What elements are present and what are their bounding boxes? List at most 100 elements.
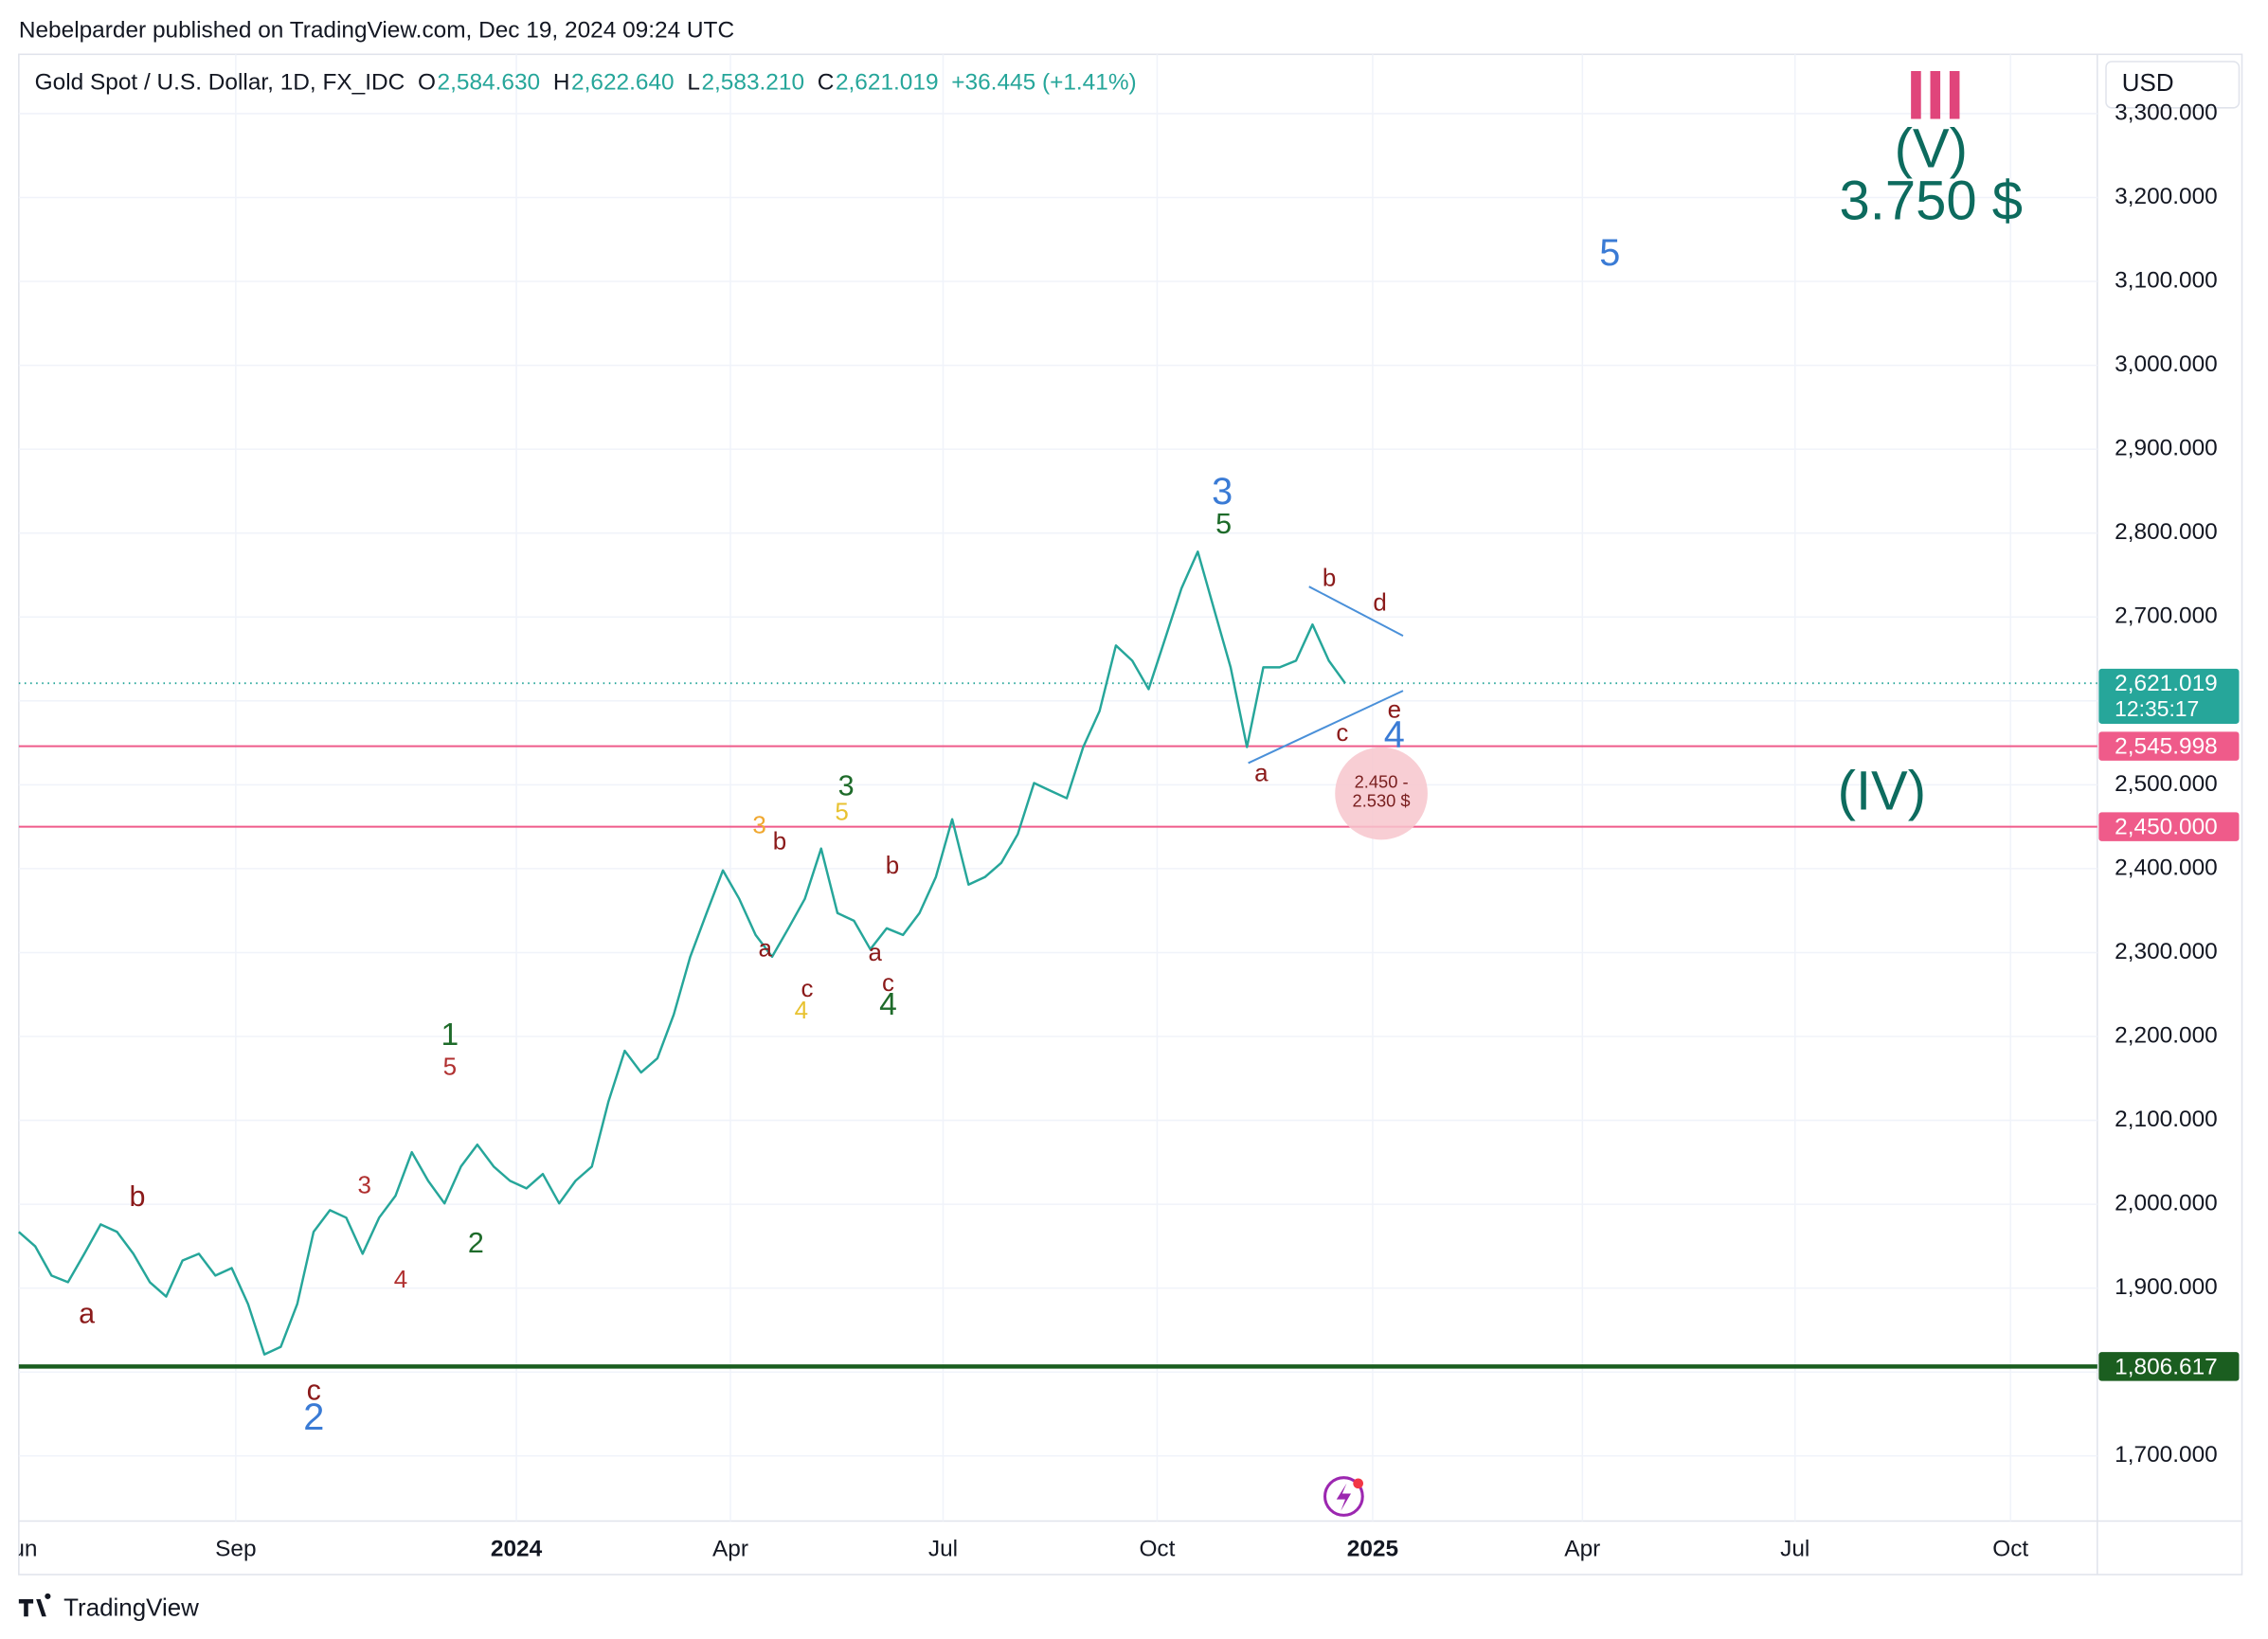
ohlc-value: 2,621.019 [836,69,939,95]
y-tick-label: 1,700.000 [2115,1442,2218,1468]
y-tick-label: 3,000.000 [2115,351,2218,377]
x-axis: Jun Sep 2024 Apr Jul Oct 2025 Apr Jul Oct [0,1536,2029,1561]
event-dot [1353,1478,1363,1489]
ohlc-value: 2,583.210 [701,69,804,95]
grid [18,54,2097,1522]
ohlc-value: 2,622.640 [571,69,675,95]
wave-label: b [773,828,786,855]
wave-label: c [307,1375,321,1407]
x-tick-label: Oct [1139,1536,1175,1561]
wave-label: c [801,976,813,1002]
y-tick-label: 2,300.000 [2115,939,2218,964]
logo: TradingView [63,1594,199,1621]
x-tick-label: 2024 [491,1536,543,1561]
y-tick-label: 2,800.000 [2115,519,2218,545]
currency: USD [2122,70,2174,97]
price-line [18,550,1346,1356]
ohlc-value: 2,584.630 [438,69,541,95]
wave-label: III [1906,57,1964,135]
x-tick-label: Oct [1992,1536,2028,1561]
wave-label: b [1323,565,1336,591]
wave-label: 5 [1599,232,1620,274]
level-label: 2,450.000 [2115,815,2218,840]
ohlc-key: C [818,69,835,95]
wave-label: 4 [394,1267,407,1293]
event-icon-bolt [1336,1483,1352,1511]
zone-label: 2.450 - [1355,772,1409,792]
wave-label: c [882,970,894,997]
wave-label: a [758,935,772,962]
wave-label: 4 [795,998,808,1024]
y-tick-label: 2,200.000 [2115,1022,2218,1048]
y-tick-label: 2,000.000 [2115,1191,2218,1216]
marks [18,550,2097,1369]
zone-label: 2.530 $ [1353,791,1411,811]
wave-label: b [130,1180,146,1213]
level-box [2098,731,2240,761]
change: +36.445 (+1.41%) [951,69,1136,95]
y-tick-label: 2,500.000 [2115,771,2218,797]
wave-label: 2 [468,1227,484,1259]
triangle-line [1248,690,1404,765]
logo-icon [18,1593,51,1617]
ohlc-key: O [418,69,436,95]
ohlc-key: H [553,69,570,95]
last-price-box [2098,668,2240,724]
x-tick-label: 2025 [1347,1536,1398,1561]
x-tick-label: Apr [1564,1536,1600,1561]
x-tick-label: Sep [215,1536,256,1561]
wave-label: 3 [1212,471,1233,513]
last-price-label: 2,621.019 [2115,671,2218,696]
triangle-line [1308,585,1404,637]
wave-label: 3 [358,1173,371,1199]
y-tick-label: 3,300.000 [2115,99,2218,125]
wave-label: 5 [443,1054,457,1080]
wave-label: (V) [1895,117,1968,179]
y-tick-label: 3,200.000 [2115,184,2218,209]
wave-label: c [1336,720,1348,747]
level-box [2098,1352,2240,1381]
x-tick-label: Jul [928,1536,958,1561]
wave-label: d [1373,589,1386,616]
x-tick-label: Apr [712,1536,748,1561]
wave-label: 4 [1384,713,1405,755]
y-tick-label: 1,900.000 [2115,1274,2218,1300]
ohlc-key: L [687,69,700,95]
wave-label: a [79,1298,95,1330]
publisher: Nebelparder published on TradingView.com… [19,17,734,43]
wave-label: a [868,940,882,966]
y-tick-label: 2,400.000 [2115,855,2218,880]
wave-label: 5 [835,800,848,826]
y-tick-label: 2,700.000 [2115,603,2218,629]
wave-label: 3 [838,769,855,801]
legend-title: Gold Spot / U.S. Dollar, 1D, FX_IDC [35,69,405,95]
frame [18,53,2243,1576]
wave-label: b [886,853,899,879]
event-icon[interactable] [1323,1476,1364,1517]
x-tick-label: Jul [1780,1536,1809,1561]
wave-label: (IV) [1838,760,1926,821]
wave-label: 1 [441,1018,459,1053]
legend: Gold Spot / U.S. Dollar, 1D, FX_IDC O 2,58… [35,69,1137,95]
x-tick-label: Jun [0,1536,37,1561]
target-zone [1335,747,1428,840]
wave-label: 5 [1215,508,1232,540]
level-box [2098,812,2240,841]
wave-label: 4 [879,987,897,1022]
currency-button[interactable] [2105,61,2241,109]
wave-label: a [1254,761,1269,787]
wave-label: 3.750 $ [1840,170,2024,231]
y-tick-label: 2,100.000 [2115,1107,2218,1132]
wave-label: 2 [303,1396,324,1438]
wave-label: e [1388,696,1401,723]
y-tick-label: 3,100.000 [2115,267,2218,293]
wave-label: 3 [752,812,765,838]
level-label: 1,806.617 [2115,1354,2218,1379]
countdown: 12:35:17 [2115,696,2199,721]
level-label: 2,545.998 [2115,734,2218,760]
y-tick-label: 2,900.000 [2115,436,2218,461]
